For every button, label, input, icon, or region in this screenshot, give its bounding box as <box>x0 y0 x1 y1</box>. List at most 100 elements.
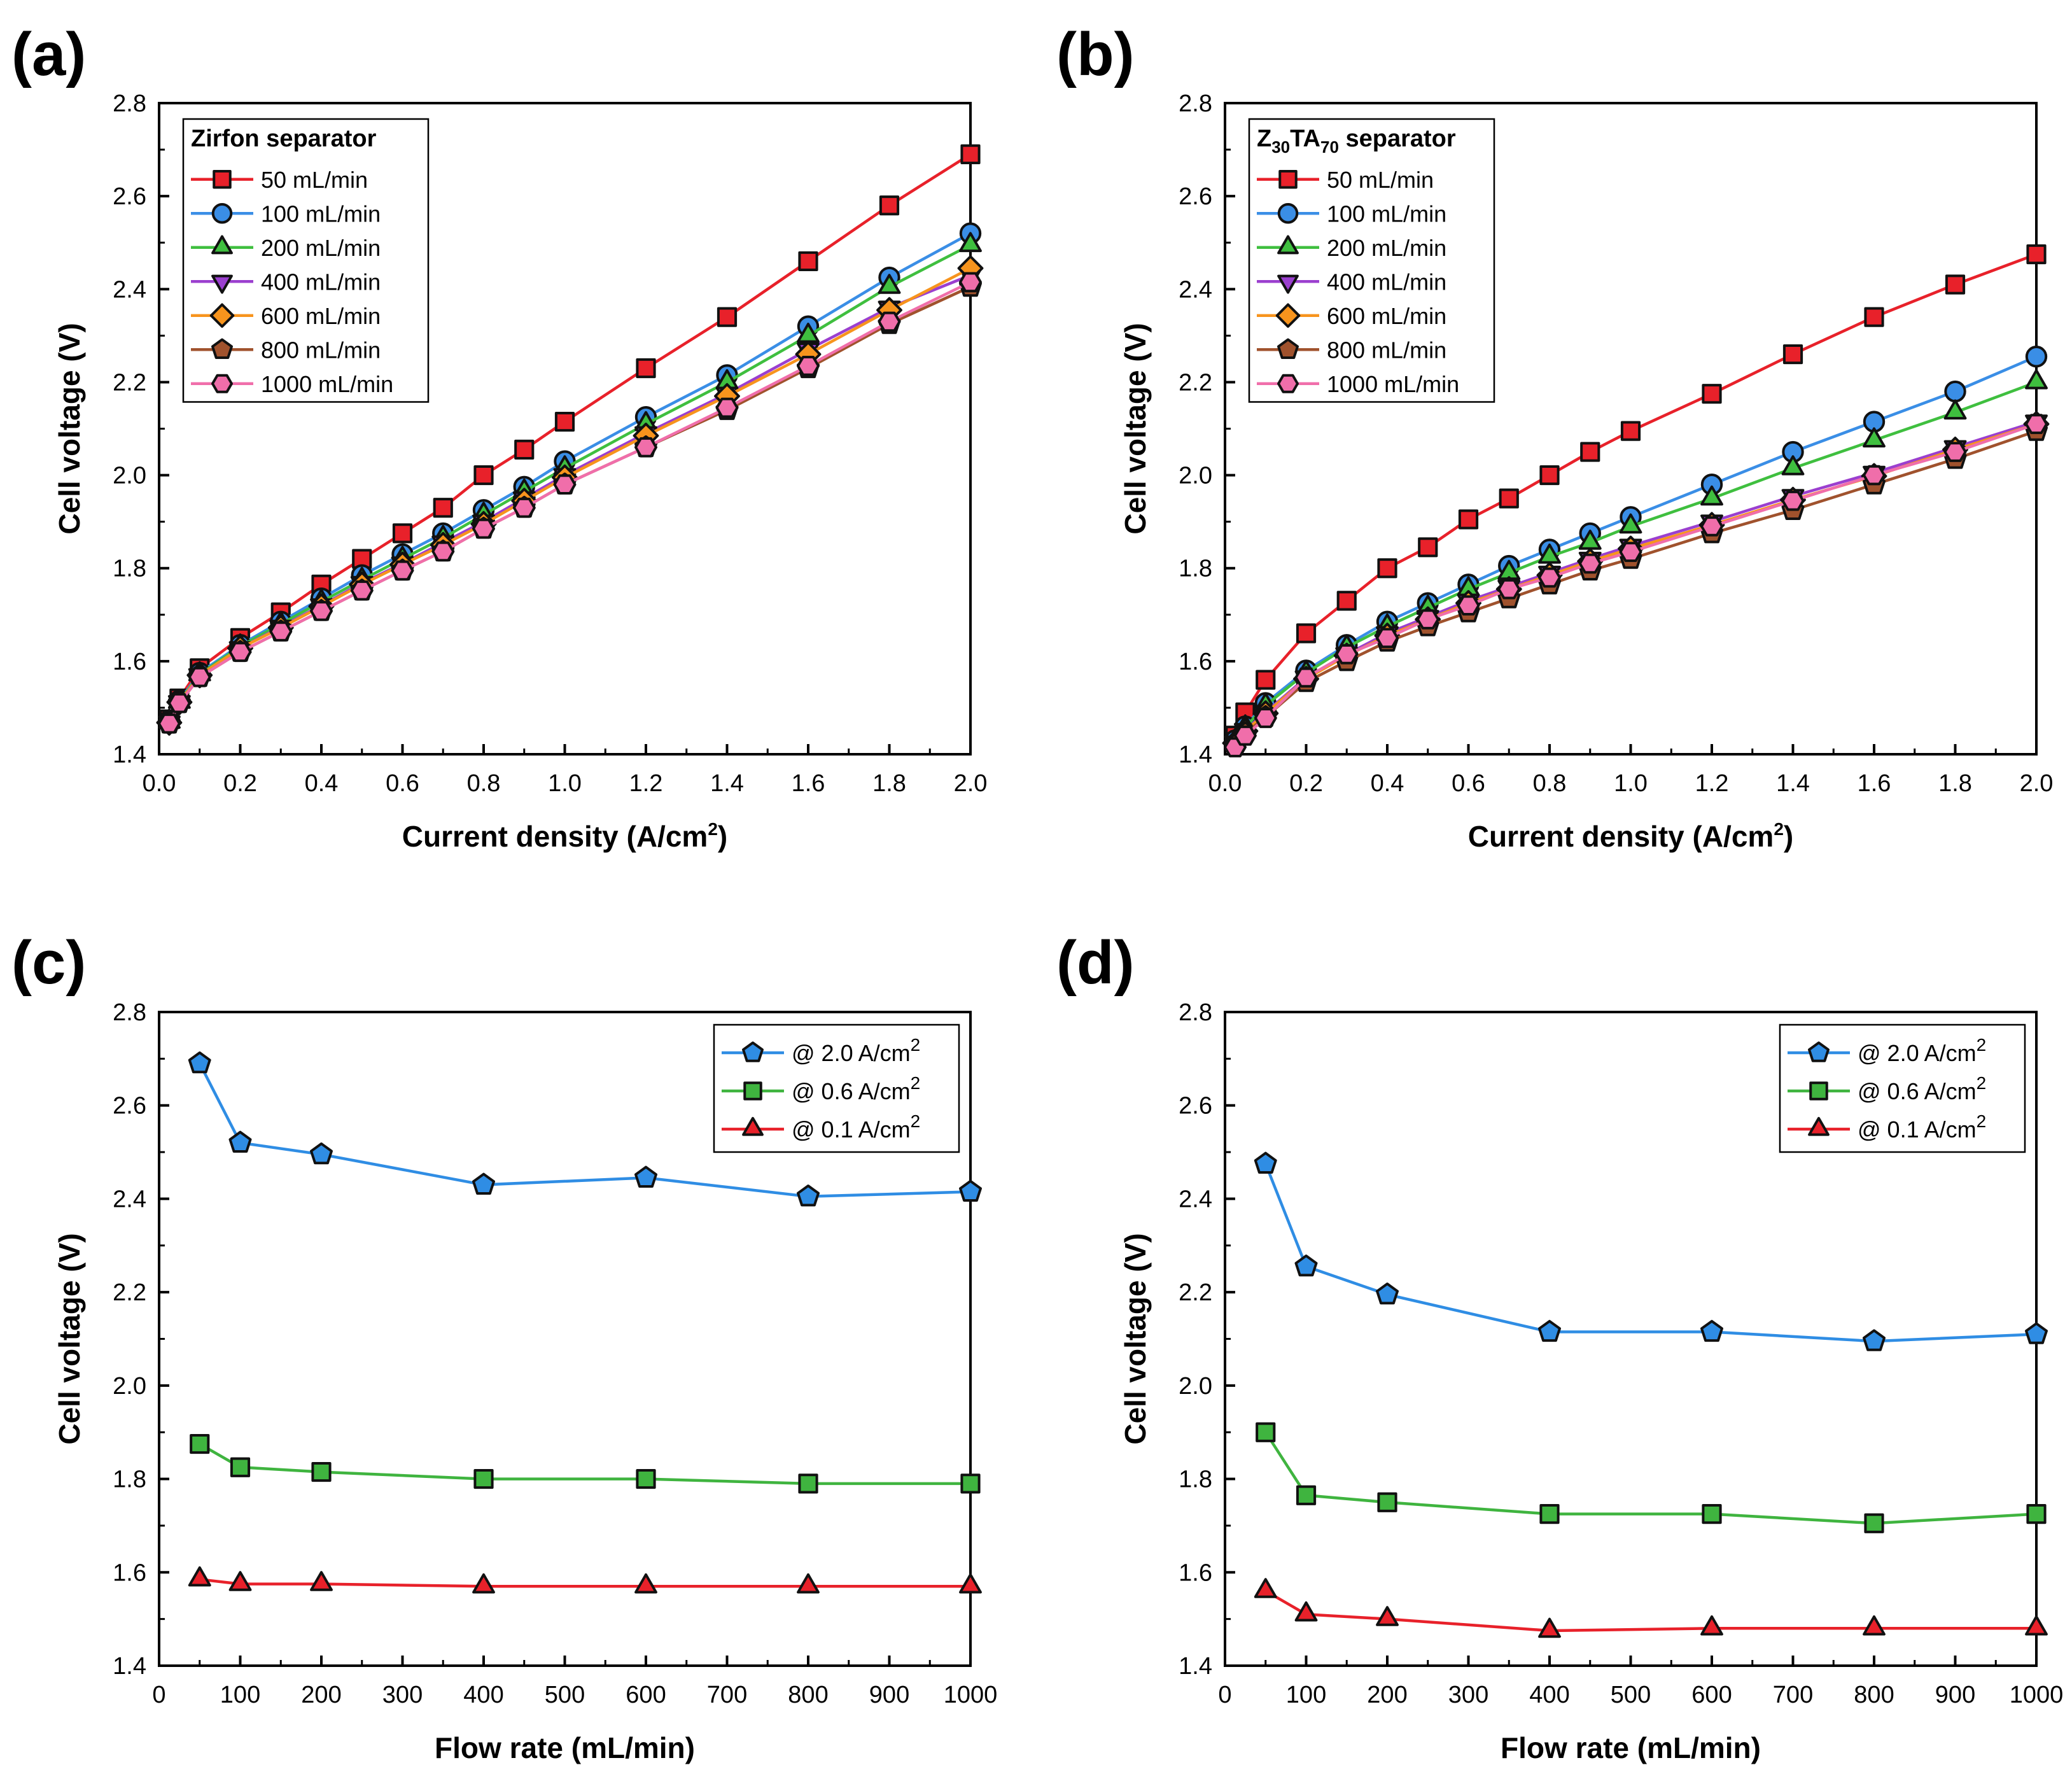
x-tick-label: 200 <box>1367 1682 1407 1708</box>
data-point <box>717 307 738 327</box>
legend-marker <box>1277 374 1299 393</box>
x-tick-label: 0.0 <box>143 770 176 797</box>
series-2 <box>1224 369 2048 749</box>
data-point <box>2025 369 2048 390</box>
legend-marker <box>211 338 233 359</box>
data-point <box>157 713 181 734</box>
legend-entry: 50 mL/min <box>191 167 368 193</box>
series-4 <box>1222 411 2050 756</box>
legend-entry: 600 mL/min <box>191 303 381 329</box>
y-tick-label: 2.4 <box>113 1186 146 1213</box>
legend-label: 600 mL/min <box>1327 303 1446 329</box>
data-point <box>310 1571 333 1591</box>
data-point <box>1336 591 1357 611</box>
data-point <box>1294 667 1318 688</box>
y-tick-label: 2.0 <box>113 463 146 489</box>
legend-label: 200 mL/min <box>261 235 381 261</box>
data-point <box>1944 380 1966 403</box>
y-tick-label: 2.2 <box>113 369 146 396</box>
legend-entry: @ 2.0 A/cm2 <box>722 1035 920 1066</box>
legend-title: Zirfon separator <box>191 125 377 152</box>
legend-entry: 1000 mL/min <box>1257 371 1459 397</box>
data-point <box>1700 1615 1723 1636</box>
data-point <box>2025 414 2048 434</box>
data-point <box>310 1142 333 1165</box>
data-point <box>2026 1503 2047 1524</box>
x-tick-label: 2.0 <box>954 770 988 797</box>
legend-marker <box>742 1116 764 1136</box>
legend-label: 100 mL/min <box>261 200 381 227</box>
panel-label: (b) <box>1056 20 1135 88</box>
y-tick-label: 2.0 <box>1179 463 1212 489</box>
data-point <box>1702 1503 1722 1524</box>
chart-panel-d: (d) 0 100 200 300 400 500 600 700 800 900 1000 1.4 1.… <box>1056 929 2063 1764</box>
data-point <box>269 621 293 642</box>
x-tick-label: 1000 <box>2010 1682 2064 1708</box>
chart-panel-b: (b) 0.0 0.2 0.4 0.6 0.8 1.0 1.2 1.4 1.6 1.8 2.0 1.4 1… <box>1056 20 2053 853</box>
data-point <box>1538 567 1561 588</box>
y-tick-label: 2.8 <box>1179 90 1212 117</box>
x-tick-label: 300 <box>382 1682 423 1708</box>
legend: @ 2.0 A/cm2 @ 0.6 A/cm2 @ 0.1 A/cm2 <box>1779 1023 2026 1153</box>
data-point <box>1254 1151 1277 1174</box>
x-tick-label: 900 <box>1935 1682 1975 1708</box>
data-point <box>1458 509 1479 530</box>
chart-panel-c: (c) 0 100 200 300 400 500 600 700 800 900 1000 1.4 1.… <box>11 929 997 1764</box>
data-point <box>797 1573 820 1594</box>
legend-marker <box>213 170 232 189</box>
legend-label: @ 0.6 A/cm2 <box>1858 1073 1986 1104</box>
data-point <box>1619 542 1642 562</box>
data-point <box>1702 384 1722 404</box>
x-tick-label: 1.4 <box>710 770 744 797</box>
legend-entry: 200 mL/min <box>191 235 381 261</box>
legend: Z30TA70 separator 50 mL/min 100 mL/min 200 … <box>1248 118 1495 403</box>
data-point <box>634 437 657 458</box>
x-axis-label: Current density (A/cm2) <box>402 819 727 853</box>
legend: @ 2.0 A/cm2 @ 0.6 A/cm2 @ 0.1 A/cm2 <box>713 1023 960 1153</box>
legend-label: @ 0.1 A/cm2 <box>792 1111 920 1143</box>
legend-marker <box>1808 1116 1830 1136</box>
data-point <box>1335 644 1359 664</box>
data-point <box>392 523 413 544</box>
legend-label: 1000 mL/min <box>1327 371 1459 397</box>
legend-marker <box>211 203 233 224</box>
series-1 <box>190 1433 981 1494</box>
legend-label: 100 mL/min <box>1327 200 1446 227</box>
series-line <box>1264 1163 2037 1343</box>
x-axis-label: Flow rate (mL/min) <box>435 1731 695 1764</box>
y-tick-label: 1.4 <box>1179 742 1212 768</box>
data-point <box>188 1566 211 1587</box>
data-point <box>190 1433 210 1454</box>
data-point <box>2026 244 2047 265</box>
y-tick-label: 2.6 <box>113 183 146 210</box>
data-point <box>1781 490 1805 511</box>
data-point <box>1864 307 1884 327</box>
x-tick-label: 1.8 <box>872 770 906 797</box>
x-tick-label: 1.2 <box>1695 770 1729 797</box>
data-point <box>188 1051 211 1074</box>
data-point <box>636 1468 656 1489</box>
panel-label: (c) <box>11 929 86 997</box>
y-tick-label: 1.6 <box>1179 649 1212 675</box>
legend-entry: @ 0.6 A/cm2 <box>1788 1073 1986 1104</box>
data-point <box>1254 708 1277 728</box>
data-point <box>959 1179 982 1202</box>
legend-label: 50 mL/min <box>1327 167 1434 193</box>
y-tick-label: 2.2 <box>1179 1279 1212 1306</box>
data-point <box>472 1573 495 1594</box>
data-point <box>959 1573 982 1594</box>
data-point <box>797 1185 820 1207</box>
data-point <box>350 580 374 601</box>
data-point <box>230 1457 251 1477</box>
data-point <box>1538 1319 1561 1342</box>
y-tick-label: 2.2 <box>113 1279 146 1306</box>
data-point <box>1418 537 1438 558</box>
data-point <box>2025 1615 2048 1636</box>
x-tick-label: 500 <box>545 1682 585 1708</box>
data-point <box>1578 553 1602 574</box>
data-point <box>514 439 535 460</box>
legend-marker <box>742 1041 764 1062</box>
legend-label: 800 mL/min <box>1327 337 1446 363</box>
data-point <box>1233 725 1257 746</box>
legend-entry: @ 0.1 A/cm2 <box>1788 1111 1986 1143</box>
